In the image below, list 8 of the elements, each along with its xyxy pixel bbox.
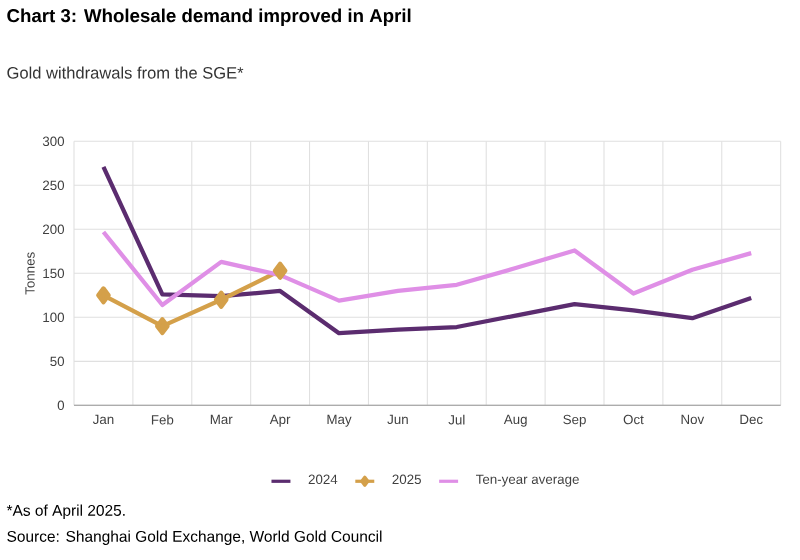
chart-subtitle: Gold withdrawals from the SGE* (7, 66, 244, 79)
chart-title: Chart 3: Wholesale demand improved in April (7, 8, 411, 26)
point (272, 261, 288, 280)
point (154, 317, 170, 336)
point (213, 290, 229, 309)
point (96, 286, 111, 305)
line-series (101, 164, 754, 336)
line-series (101, 229, 754, 308)
